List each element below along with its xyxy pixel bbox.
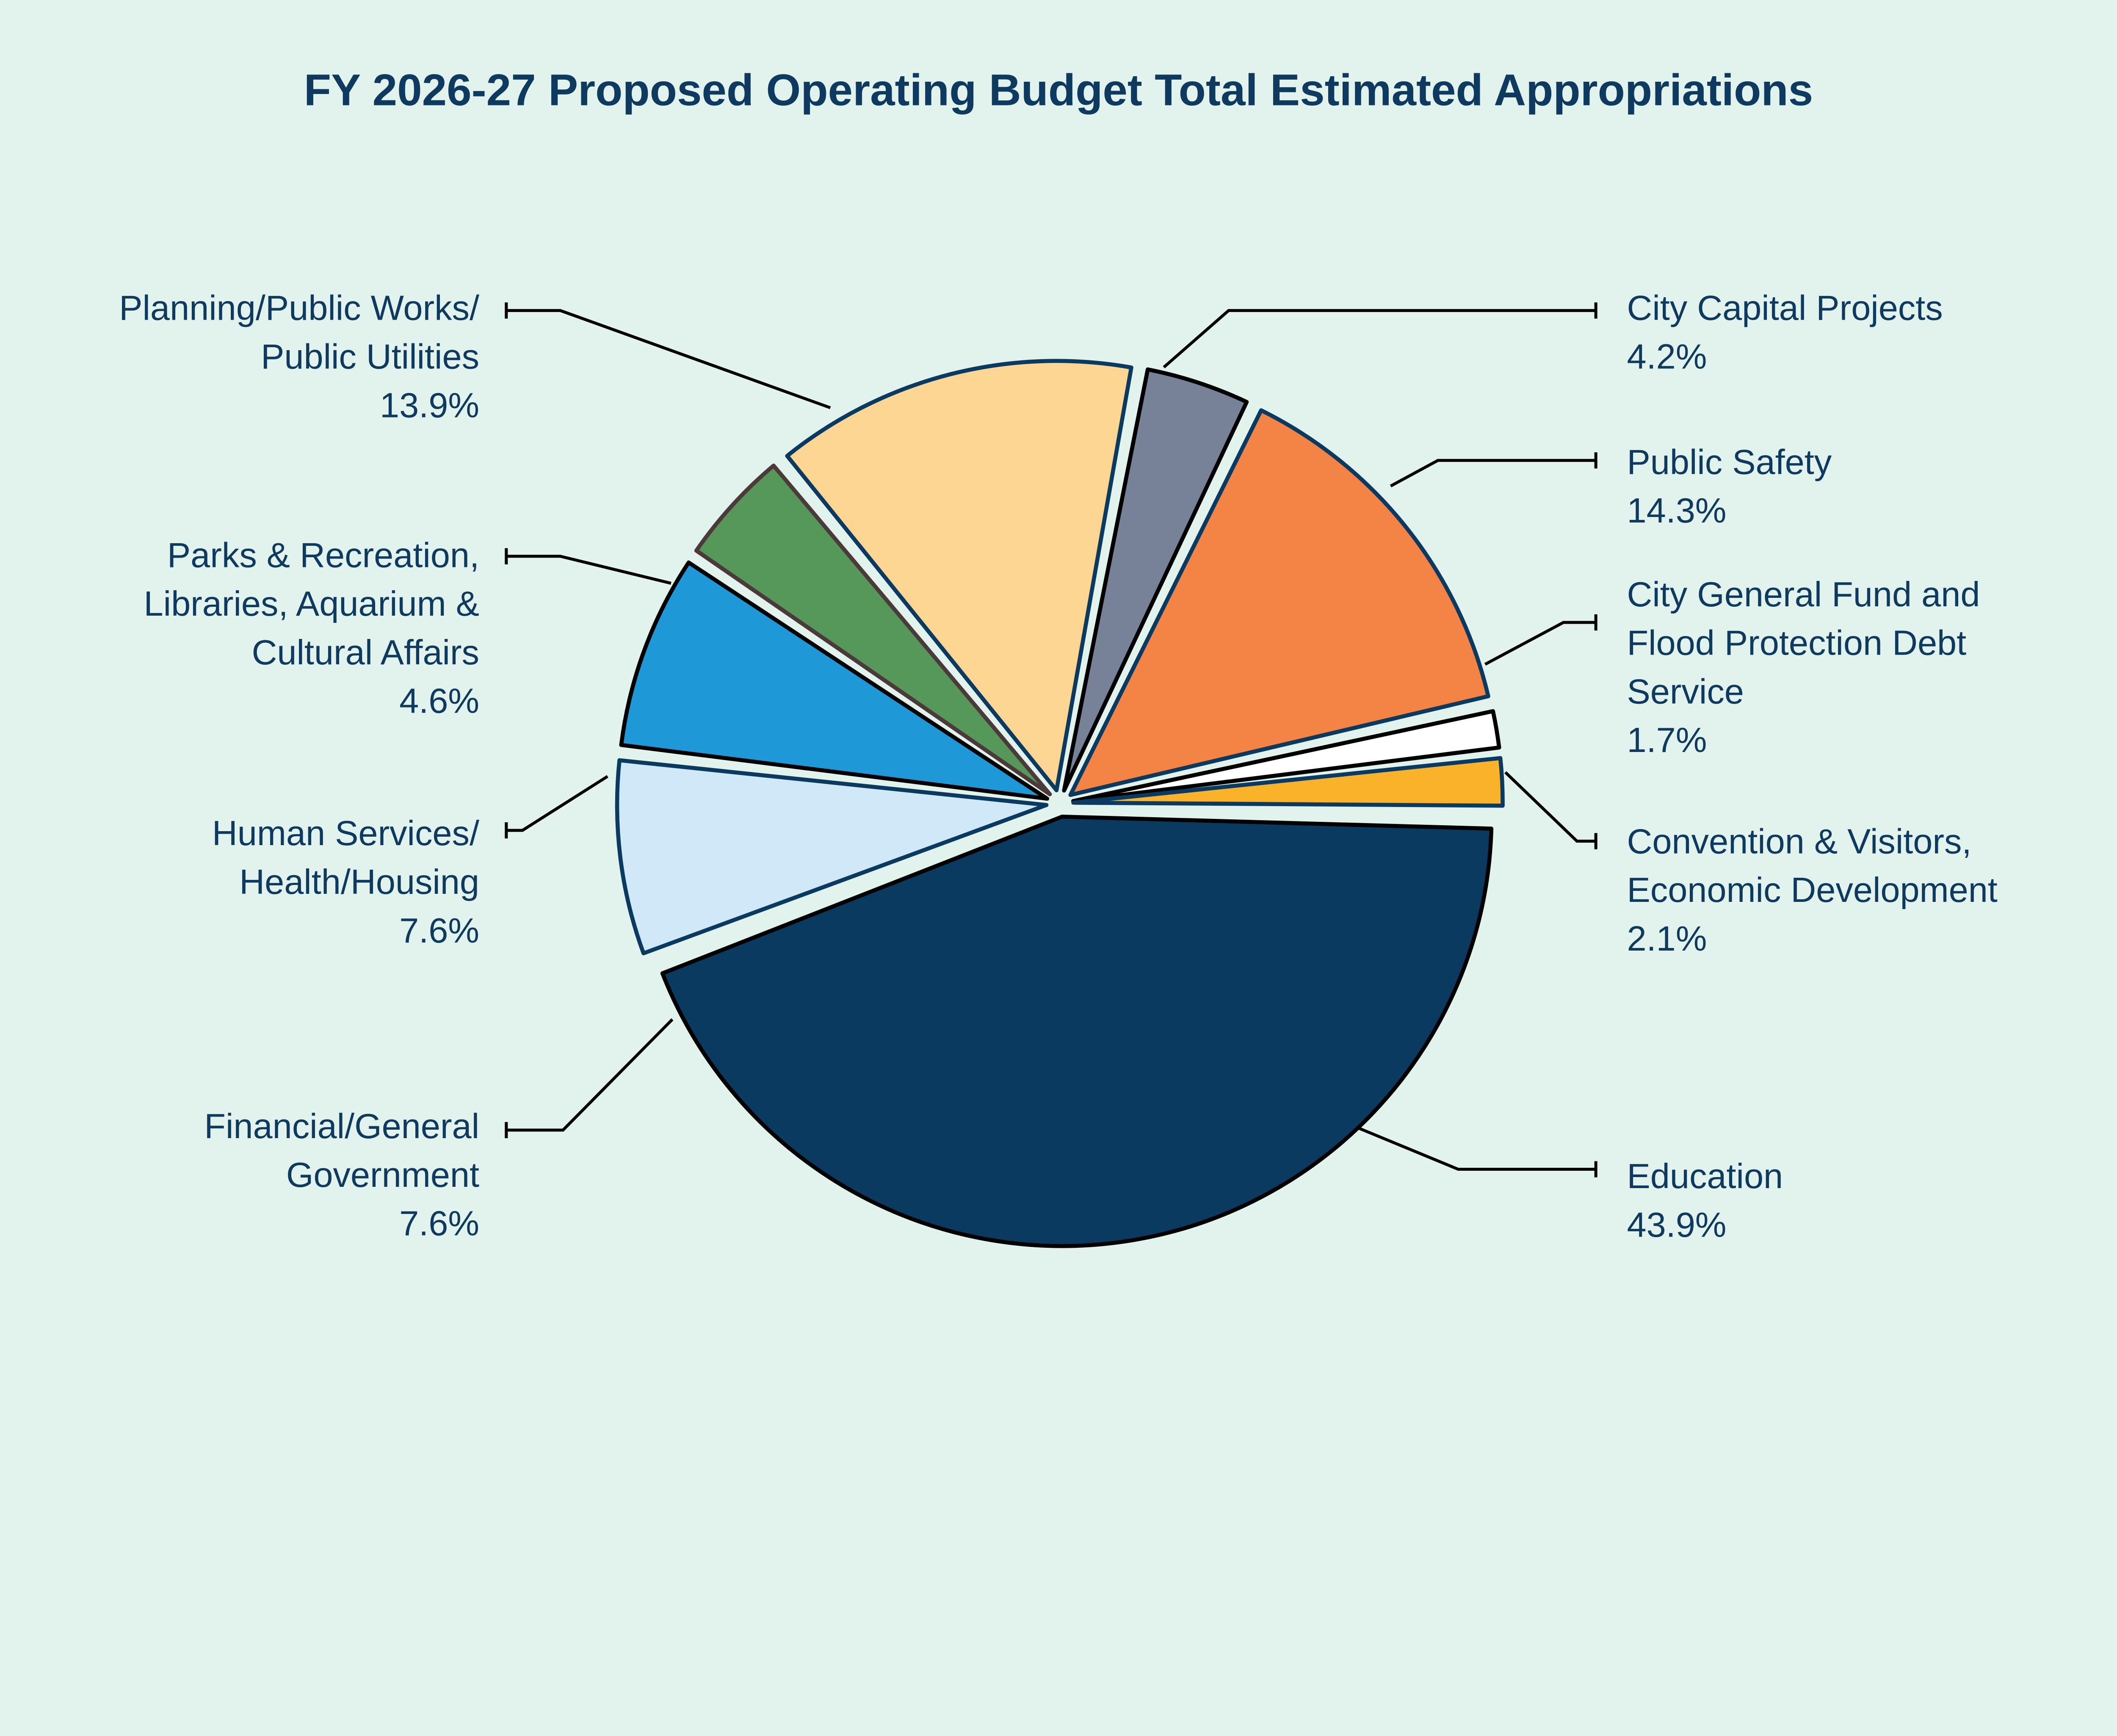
slice-name-line: City General Fund and xyxy=(1627,575,1980,614)
slice-value-label: 1.7% xyxy=(1627,720,1707,760)
slice-label-5: City Capital Projects 4.2% xyxy=(1627,288,1943,376)
slice-label-2: Human Services/Health/Housing 7.6% xyxy=(212,813,480,950)
slice-name-line: Planning/Public Works/ xyxy=(119,288,480,328)
slice-label-3: Parks & Recreation, Libraries, Aquarium &… xyxy=(144,535,479,720)
slice-value-label: 7.6% xyxy=(399,1204,479,1243)
slice-name-line: City Capital Projects xyxy=(1627,288,1943,328)
slice-name-line: Financial/General xyxy=(204,1106,479,1146)
slice-label-0: Education 43.9% xyxy=(1627,1156,1783,1244)
leaders-group xyxy=(505,302,1597,1178)
pie-slice-2 xyxy=(619,560,1050,801)
slice-label-4: Planning/Public Works/Public Utilities 13… xyxy=(119,288,480,425)
slice-value-label: 2.1% xyxy=(1627,919,1707,958)
slice-name-line: Parks & Recreation, xyxy=(167,535,479,575)
slice-label-6: Public Safety 14.3% xyxy=(1627,442,1832,530)
leader-line-0 xyxy=(1356,1126,1596,1171)
pie-slice-6 xyxy=(1068,408,1490,797)
leader-line-7 xyxy=(1484,621,1596,666)
pie-slice-4 xyxy=(785,359,1133,793)
slice-value-label: 4.2% xyxy=(1627,337,1707,376)
slice-name-line: Convention & Visitors, xyxy=(1627,821,1971,861)
slice-name-line: Government xyxy=(286,1155,479,1194)
slice-name-line: Economic Development xyxy=(1627,870,1997,909)
slices-group xyxy=(615,359,1505,1248)
slice-name-line: Libraries, Aquarium & xyxy=(144,584,479,623)
leader-line-6 xyxy=(1390,459,1596,488)
pie-slice-3 xyxy=(694,463,1052,796)
pie-slice-8 xyxy=(1071,756,1505,808)
pie-slice-7 xyxy=(1071,709,1501,803)
slice-name-line: Human Services/ xyxy=(212,813,480,853)
slice-value-label: 7.6% xyxy=(399,911,479,950)
slice-value-label: 4.6% xyxy=(399,681,479,721)
leader-line-1 xyxy=(506,1018,674,1132)
slice-name-line: Education xyxy=(1627,1156,1783,1196)
slice-value-label: 14.3% xyxy=(1627,491,1726,530)
chart-title: FY 2026-27 Proposed Operating Budget Tot… xyxy=(304,66,1813,115)
slice-name-line: Service xyxy=(1627,672,1744,711)
slice-name-line: Public Safety xyxy=(1627,442,1832,481)
slice-name-line: Public Utilities xyxy=(261,337,479,376)
slice-label-7: City General Fund and Flood Protection De… xyxy=(1627,575,1980,760)
slice-name-line: Health/Housing xyxy=(239,862,479,901)
pie-slice-5 xyxy=(1062,367,1249,793)
slice-value-label: 13.9% xyxy=(380,385,479,425)
pie-chart: FY 2026-27 Proposed Operating Budget Tot… xyxy=(119,65,1998,1248)
slice-label-8: Convention & Visitors, Economic Developme… xyxy=(1627,821,1997,958)
leader-line-8 xyxy=(1504,771,1596,843)
slice-label-1: Financial/General Government 7.6% xyxy=(204,1106,479,1243)
slice-name-line: Flood Protection Debt xyxy=(1627,623,1966,663)
slice-value-label: 43.9% xyxy=(1627,1205,1726,1244)
slice-name-line: Cultural Affairs xyxy=(252,633,480,672)
leader-line-4 xyxy=(506,309,831,409)
labels-group: Education 43.9% Financial/General Governmen… xyxy=(119,288,1998,1244)
pie-slice-0 xyxy=(660,814,1494,1248)
leader-line-5 xyxy=(1163,309,1596,368)
leader-line-2 xyxy=(506,775,608,832)
pie-slice-1 xyxy=(615,758,1049,956)
leader-line-3 xyxy=(506,555,672,585)
